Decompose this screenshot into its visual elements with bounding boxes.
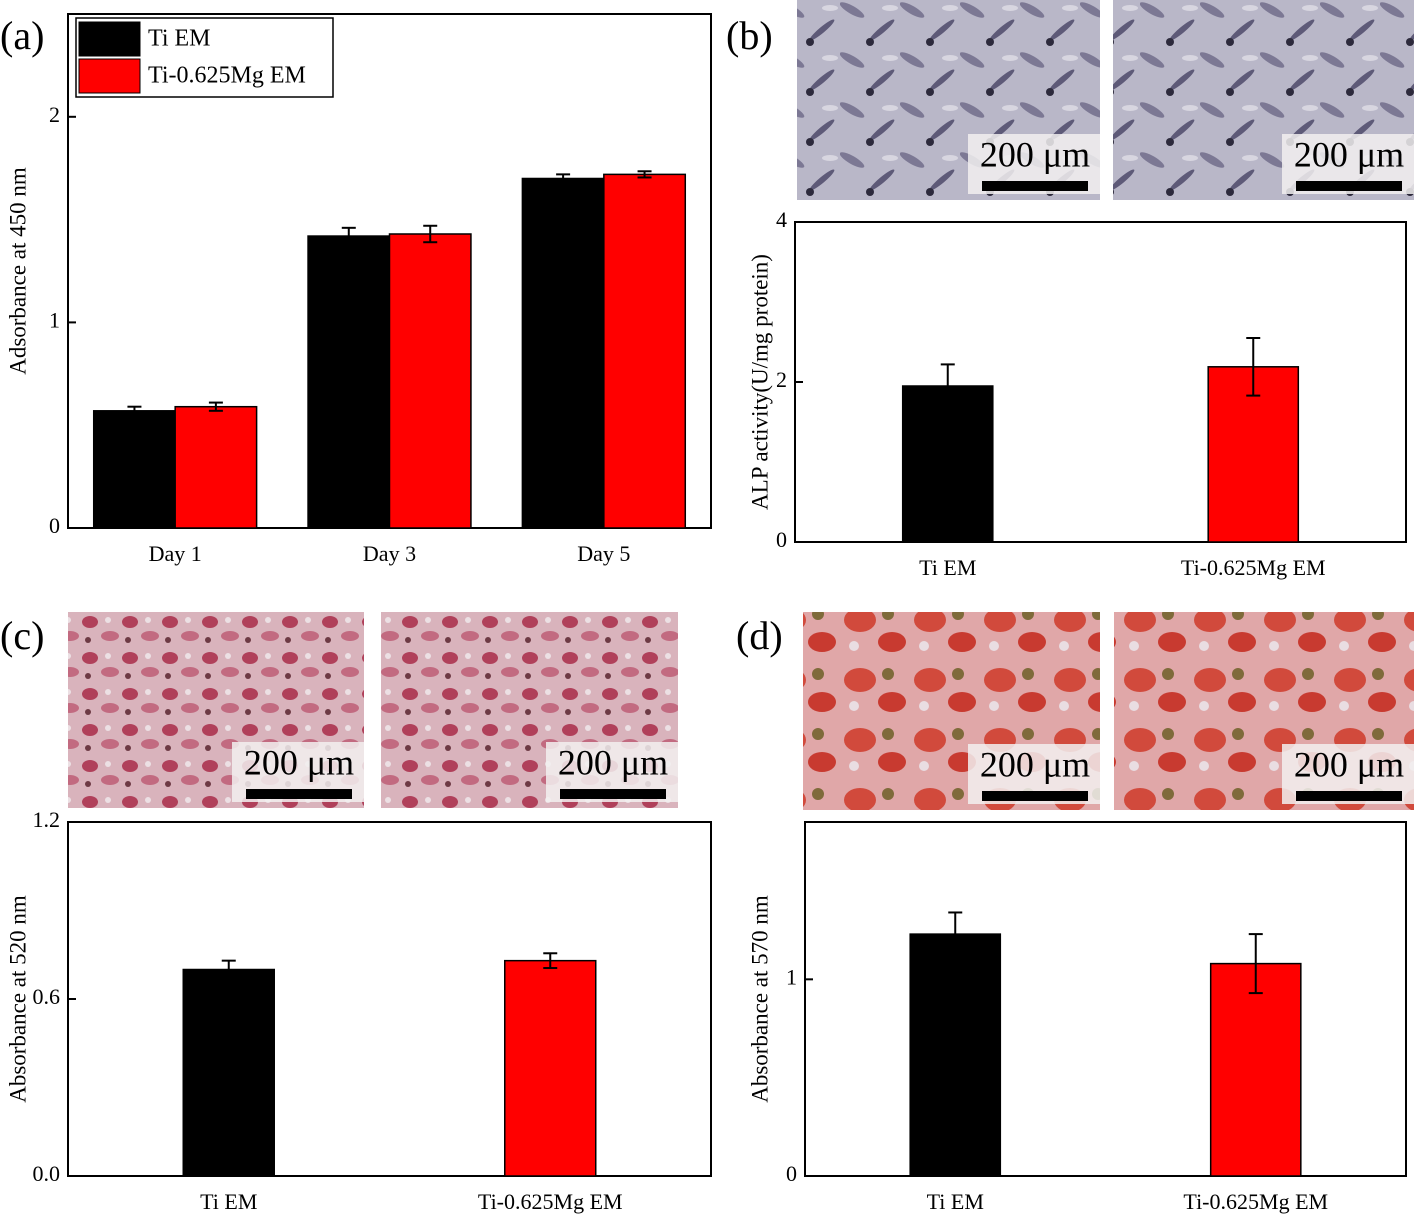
y-tick-label: 2: [776, 367, 787, 392]
scale-bar-label: 200 μm: [244, 742, 354, 782]
plot-frame: [794, 221, 1407, 543]
plot-frame: [804, 821, 1407, 1177]
scale-bar-label: 200 μm: [980, 134, 1090, 174]
error-bar: [221, 959, 236, 980]
error-bar: [423, 224, 438, 244]
scale-bar: [982, 181, 1088, 191]
y-axis-label: Absorbance at 570 nm: [747, 895, 772, 1103]
bar: [307, 235, 391, 529]
y-axis-label: Adsorbance at 450 nm: [5, 167, 30, 375]
bar: [92, 410, 176, 529]
bar: [1209, 962, 1302, 1177]
bar: [909, 933, 1002, 1177]
plot-frame: [67, 821, 712, 1177]
error-bar: [208, 401, 223, 412]
x-tick-label: Ti EM: [200, 1189, 257, 1214]
y-tick-label: 0.0: [33, 1161, 61, 1186]
y-tick-label: 0.6: [33, 984, 61, 1009]
y-tick-label: 0: [49, 513, 60, 538]
bar: [504, 959, 597, 1177]
bar: [901, 385, 994, 543]
x-tick-label: Ti-0.625Mg EM: [1183, 1189, 1328, 1214]
panel-label: (b): [726, 13, 773, 58]
x-tick-label: Ti-0.625Mg EM: [1181, 555, 1326, 580]
scale-bar: [246, 789, 352, 799]
error-bar: [637, 170, 652, 179]
legend-label: Ti EM: [148, 26, 210, 52]
panel-label: (c): [0, 613, 44, 658]
y-tick-label: 1: [49, 307, 60, 332]
bar: [603, 173, 687, 529]
y-axis-label: ALP activity(U/mg protein): [747, 254, 772, 510]
panel-label: (a): [0, 13, 44, 58]
legend-swatch: [78, 58, 141, 94]
x-tick-label: Ti-0.625Mg EM: [478, 1189, 623, 1214]
error-bar: [543, 952, 558, 970]
x-tick-label: Day 5: [577, 541, 630, 566]
error-bar: [1248, 933, 1263, 995]
scale-bar: [1296, 791, 1402, 801]
y-tick-label: 4: [776, 207, 787, 232]
panel-label: (d): [736, 613, 783, 658]
scale-bar: [982, 791, 1088, 801]
error-bar: [341, 226, 356, 246]
bar: [521, 177, 605, 529]
error-bar: [556, 173, 571, 184]
scale-bar-label: 200 μm: [980, 744, 1090, 784]
y-tick-label: 2: [49, 102, 60, 127]
x-tick-label: Ti EM: [919, 555, 976, 580]
error-bar: [127, 405, 142, 416]
error-bar: [948, 911, 963, 957]
y-tick-label: 0: [786, 1161, 797, 1186]
y-axis-label: Absorbance at 520 nm: [5, 895, 30, 1103]
legend-label: Ti-0.625Mg EM: [148, 63, 306, 89]
y-tick-label: 1: [786, 964, 797, 989]
x-tick-label: Day 1: [149, 541, 202, 566]
scale-bar: [1296, 181, 1402, 191]
bar: [174, 405, 258, 529]
y-tick-label: 0: [776, 527, 787, 552]
scale-bar-label: 200 μm: [1294, 744, 1404, 784]
y-tick-label: 1.2: [33, 807, 61, 832]
x-tick-label: Ti EM: [927, 1189, 984, 1214]
error-bar: [1246, 337, 1261, 397]
scale-bar-label: 200 μm: [1294, 134, 1404, 174]
scale-bar-label: 200 μm: [558, 742, 668, 782]
scale-bar: [560, 789, 666, 799]
x-tick-label: Day 3: [363, 541, 416, 566]
bar: [388, 233, 472, 529]
bar: [182, 968, 275, 1177]
legend-swatch: [78, 21, 141, 57]
error-bar: [940, 363, 955, 409]
